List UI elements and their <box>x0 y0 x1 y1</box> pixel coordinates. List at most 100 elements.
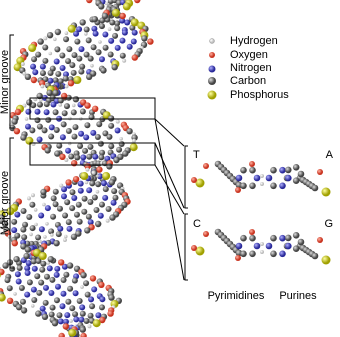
atom <box>39 63 46 70</box>
atom <box>106 133 113 140</box>
atom <box>84 227 91 234</box>
atom <box>35 310 42 317</box>
atom <box>70 69 77 76</box>
atom <box>2 262 9 269</box>
atom <box>24 246 32 253</box>
atom <box>32 69 39 76</box>
atom <box>29 232 33 237</box>
atom <box>104 1 109 6</box>
atom <box>6 297 14 304</box>
atom <box>38 226 45 233</box>
atom <box>1 220 9 228</box>
atom <box>82 147 89 154</box>
atom <box>260 174 264 178</box>
atom <box>48 311 55 318</box>
atom <box>253 242 261 250</box>
atom <box>108 294 115 301</box>
base-pairs <box>191 160 331 265</box>
atom <box>108 143 115 150</box>
atom <box>57 318 64 325</box>
atom <box>118 141 125 147</box>
atom <box>48 124 55 131</box>
atom <box>64 158 69 162</box>
base-label: G <box>324 218 333 230</box>
atom <box>64 234 68 239</box>
base-label: A <box>326 149 334 161</box>
atom <box>53 240 60 247</box>
atom <box>76 26 83 33</box>
atom <box>50 101 57 108</box>
atom <box>71 52 78 59</box>
atom <box>131 54 138 61</box>
atom <box>95 49 102 56</box>
atom <box>42 202 46 207</box>
atom <box>235 255 241 261</box>
major-groove-label: Major groove <box>0 171 11 235</box>
atom <box>13 256 20 263</box>
atom <box>31 265 38 272</box>
atom <box>106 163 113 170</box>
atom <box>52 109 59 116</box>
atom <box>54 297 60 304</box>
atom <box>54 28 62 36</box>
atom <box>68 328 77 337</box>
connector <box>154 164 185 215</box>
atom <box>105 218 110 223</box>
atom <box>64 103 70 110</box>
atom <box>79 63 86 70</box>
atom <box>71 277 78 284</box>
atom <box>66 262 74 269</box>
atom <box>76 298 83 304</box>
atom <box>102 186 109 193</box>
caption: Purines <box>279 290 317 302</box>
atom <box>92 30 99 37</box>
atom <box>311 252 319 260</box>
atom <box>49 304 56 311</box>
atom <box>67 24 76 33</box>
atom <box>102 194 109 201</box>
atom <box>240 182 247 190</box>
atom <box>39 305 46 312</box>
legend-label: Nitrogen <box>230 62 272 74</box>
atom <box>44 205 51 212</box>
atom <box>64 84 69 89</box>
atom <box>58 259 65 266</box>
atom <box>53 271 60 278</box>
atom <box>129 143 138 152</box>
atom <box>114 25 121 32</box>
atom <box>40 70 46 77</box>
atom <box>191 245 197 251</box>
atom <box>11 118 18 125</box>
atom <box>86 153 93 160</box>
atom <box>74 211 80 218</box>
atom <box>48 51 53 56</box>
atom <box>63 318 69 325</box>
atom <box>26 214 33 220</box>
atom <box>16 265 23 271</box>
atom <box>48 290 55 296</box>
atom <box>270 234 277 242</box>
atom <box>36 123 43 130</box>
atom <box>74 38 81 45</box>
atom <box>107 115 115 122</box>
legend-swatch <box>208 65 216 73</box>
atom <box>112 32 119 39</box>
atom <box>25 123 31 130</box>
base-label: T <box>193 149 200 161</box>
atom <box>265 174 273 182</box>
atom <box>102 31 109 38</box>
atom <box>93 207 100 213</box>
atom <box>279 166 286 174</box>
atom <box>30 76 38 84</box>
atom <box>20 243 27 250</box>
atom <box>86 73 93 81</box>
atom <box>60 121 67 128</box>
atom <box>47 256 54 263</box>
atom <box>102 130 109 137</box>
atom <box>15 304 23 311</box>
atom <box>44 273 50 280</box>
atom <box>62 75 69 82</box>
atom <box>22 71 27 76</box>
atom <box>65 147 72 154</box>
atom <box>36 136 43 143</box>
